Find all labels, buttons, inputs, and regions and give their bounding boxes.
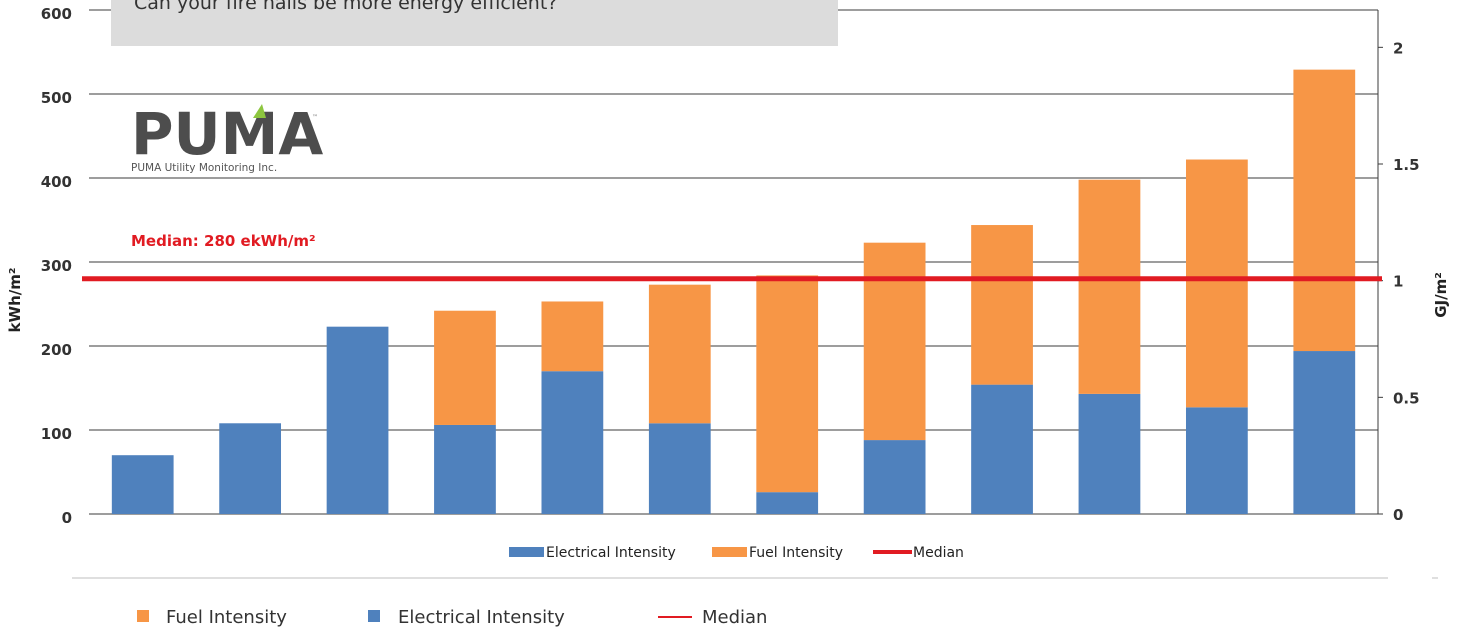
y-tick-label: 100 xyxy=(41,425,72,443)
bottom-legend-swatch-fuel xyxy=(137,610,149,622)
bar-electrical xyxy=(756,492,819,514)
y-tick-label: 400 xyxy=(41,173,72,191)
bar-electrical xyxy=(541,371,604,514)
tick-labels: 0 100 200 300 400 500 600 0 0.5 1 1.5 2 xyxy=(41,5,1420,527)
bar-electrical xyxy=(219,423,282,514)
logo-trademark: ™ xyxy=(312,114,318,121)
puma-logo: PUMA ™ PUMA Utility Monitoring Inc. xyxy=(131,100,323,174)
legend-label-median: Median xyxy=(913,545,964,561)
bar-electrical xyxy=(1078,393,1141,514)
y2-tick-label: 0.5 xyxy=(1393,389,1420,407)
legend-swatch-fuel xyxy=(712,547,747,557)
legend-label-fuel: Fuel Intensity xyxy=(749,545,843,561)
bottom-legend-label-electrical: Electrical Intensity xyxy=(398,607,565,628)
y-axis-title: kWh/m² xyxy=(6,268,24,333)
logo-accent-icon xyxy=(253,104,266,118)
chart-legend: Electrical Intensity Fuel Intensity Medi… xyxy=(509,545,964,561)
bar-fuel xyxy=(1185,159,1248,408)
callout-text: Can your fire halls be more energy effic… xyxy=(134,0,557,14)
bar-electrical xyxy=(434,424,496,514)
bottom-legend-label-median: Median xyxy=(702,607,767,628)
bar-electrical xyxy=(1293,351,1356,514)
bar-fuel xyxy=(541,301,604,372)
y-tick-label: 500 xyxy=(41,89,72,107)
y-tick-label: 0 xyxy=(62,509,72,527)
bar-fuel xyxy=(756,275,819,493)
bar-electrical xyxy=(326,326,389,514)
bar-fuel xyxy=(863,242,926,441)
bar-fuel xyxy=(971,225,1033,385)
legend-label-electrical: Electrical Intensity xyxy=(546,545,676,561)
bottom-legend-label-fuel: Fuel Intensity xyxy=(166,607,287,628)
legend-swatch-electrical xyxy=(509,547,544,557)
y-tick-label: 200 xyxy=(41,341,72,359)
bottom-legend-swatch-electrical xyxy=(368,610,380,622)
bar-electrical xyxy=(648,423,711,514)
bar-fuel xyxy=(648,284,711,424)
median-label: Median: 280 ekWh/m² xyxy=(131,232,316,250)
logo-wordmark: PUMA xyxy=(131,100,323,168)
bar-electrical xyxy=(971,384,1033,514)
bar-fuel xyxy=(1078,179,1141,394)
bar-electrical xyxy=(1185,407,1248,514)
y2-axis-title: GJ/m² xyxy=(1432,272,1450,318)
bar-fuel xyxy=(1293,69,1356,352)
callout-box xyxy=(111,0,838,46)
y2-tick-label: 1.5 xyxy=(1393,156,1420,174)
y2-tick-label: 1 xyxy=(1393,273,1403,291)
bar-electrical xyxy=(863,440,926,514)
logo-tagline: PUMA Utility Monitoring Inc. xyxy=(131,162,277,174)
y-tick-label: 600 xyxy=(41,5,72,23)
bar-electrical xyxy=(111,455,174,514)
bottom-legend: Fuel Intensity Electrical Intensity Medi… xyxy=(137,607,767,628)
bar-fuel xyxy=(434,310,496,425)
y2-tick-label: 0 xyxy=(1393,506,1403,524)
bars xyxy=(111,69,1356,514)
y-tick-label: 300 xyxy=(41,257,72,275)
y2-tick-label: 2 xyxy=(1393,39,1403,57)
